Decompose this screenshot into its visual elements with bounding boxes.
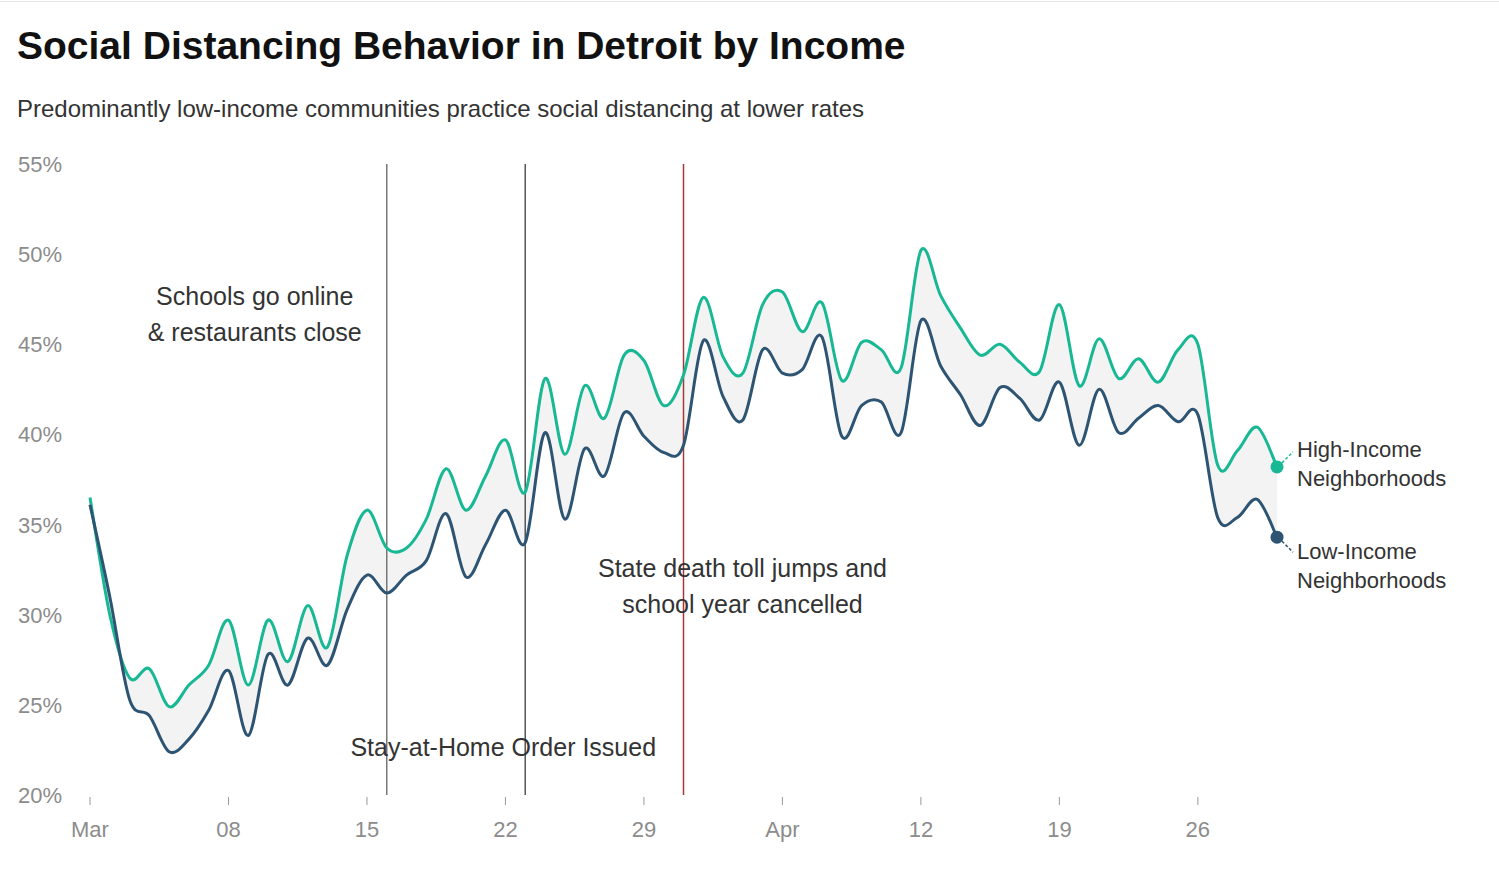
annotation-text: Stay-at-Home Order Issued (350, 733, 656, 761)
y-tick (66, 524, 70, 525)
x-tick-label: 22 (493, 817, 517, 842)
x-tick (228, 797, 229, 805)
series-label-line: Neighborhoods (1297, 568, 1446, 593)
title: Social Distancing Behavior in Detroit by… (17, 24, 906, 67)
label-leader (1282, 541, 1293, 552)
x-tick (920, 797, 921, 805)
annotation-text: school year cancelled (622, 590, 862, 618)
y-tick (66, 795, 70, 796)
x-tick-label: 08 (216, 817, 240, 842)
y-tick-label: 55% (18, 152, 62, 177)
annotation-text: Schools go online (156, 282, 353, 310)
chart: Social Distancing Behavior in Detroit by… (0, 0, 1499, 878)
x-tick-label: 29 (632, 817, 656, 842)
y-tick-label: 20% (18, 783, 62, 808)
x-tick (90, 797, 91, 805)
series-line (90, 248, 1277, 706)
x-tick (505, 797, 506, 805)
annotation-line (386, 164, 388, 795)
x-tick (782, 797, 783, 805)
y-tick-label: 30% (18, 603, 62, 628)
annotation-line (683, 164, 685, 795)
x-tick-label: 26 (1186, 817, 1210, 842)
x-tick (1197, 797, 1198, 805)
label-leader (1282, 452, 1293, 463)
series-label: Low-Income Neighborhoods (1297, 539, 1446, 593)
y-tick-label: 35% (18, 513, 62, 538)
y-tick (66, 704, 70, 705)
y-tick (66, 164, 70, 165)
subtitle: Predominantly low-income communities pra… (17, 95, 864, 122)
y-tick (66, 344, 70, 345)
x-tick-label: 19 (1047, 817, 1071, 842)
x-tick-label: Apr (765, 817, 799, 842)
series-label-line: Neighborhoods (1297, 466, 1446, 491)
y-tick-label: 40% (18, 422, 62, 447)
annotation-text: & restaurants close (148, 318, 362, 346)
y-tick (66, 614, 70, 615)
series-label: High-Income Neighborhoods (1297, 437, 1446, 491)
series-label-line: Low-Income (1297, 539, 1417, 564)
annotation-text: State death toll jumps and (598, 554, 887, 582)
x-tick (366, 797, 367, 805)
y-tick (66, 434, 70, 435)
x-tick-label: 12 (909, 817, 933, 842)
top-rule (0, 1, 1499, 2)
x-tick-label: 15 (355, 817, 379, 842)
plot-area (90, 164, 1284, 795)
y-tick-label: 25% (18, 693, 62, 718)
y-tick-label: 50% (18, 242, 62, 267)
y-tick-label: 45% (18, 332, 62, 357)
x-tick-label: Mar (71, 817, 109, 842)
x-tick (1059, 797, 1060, 805)
annotation-line (524, 164, 526, 795)
y-tick (66, 254, 70, 255)
series-label-line: High-Income (1297, 437, 1422, 462)
series-line (90, 319, 1277, 753)
x-tick (643, 797, 644, 805)
